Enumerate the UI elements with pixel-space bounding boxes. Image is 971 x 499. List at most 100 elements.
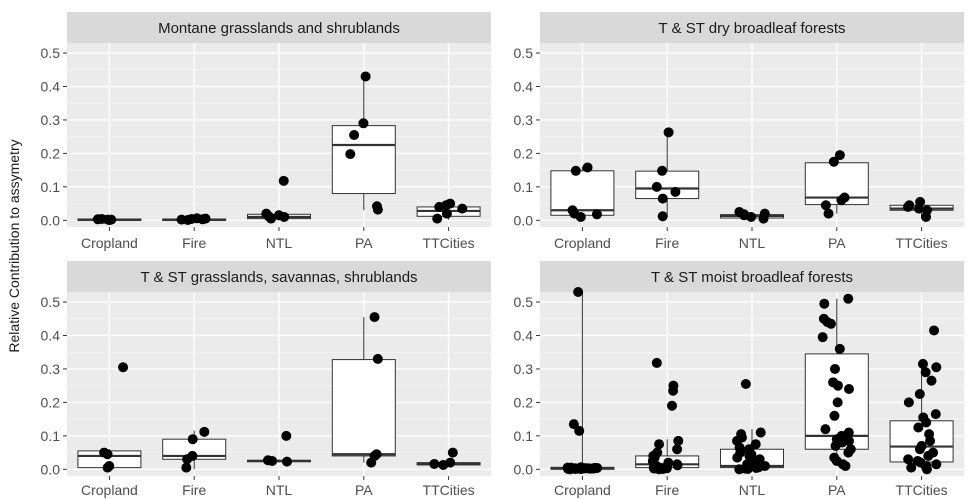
data-point: [819, 298, 830, 309]
y-tick-label: 0.3: [41, 112, 61, 128]
x-tick-label: Cropland: [554, 235, 611, 251]
x-tick-label: Fire: [182, 235, 206, 251]
data-point: [931, 459, 942, 470]
data-point: [755, 427, 766, 438]
data-point: [591, 209, 602, 220]
y-tick-label: 0.4: [514, 327, 534, 343]
boxplot-cropland: [77, 362, 142, 473]
data-point: [663, 127, 674, 138]
boxplot-fire: [162, 426, 227, 473]
panel-1: Montane grasslands and shrublands 0.0 0.1 0…: [41, 12, 491, 251]
data-point: [829, 410, 840, 421]
boxplot-cropland: [550, 287, 615, 475]
x-tick-label: NTL: [739, 235, 766, 251]
data-point: [920, 367, 931, 378]
data-point: [267, 455, 278, 466]
x-tick-label: TTCities: [423, 235, 475, 251]
x-tick-label: Cropland: [81, 235, 138, 251]
data-point: [740, 379, 751, 389]
data-point: [917, 358, 928, 369]
data-point: [913, 203, 924, 214]
data-point: [279, 211, 290, 222]
data-point: [931, 362, 942, 373]
data-point: [672, 444, 683, 455]
facet-strip: [540, 12, 964, 43]
data-point: [832, 397, 843, 408]
data-point: [742, 463, 753, 474]
y-tick-label: 0.1: [41, 179, 61, 195]
data-point: [830, 440, 841, 451]
x-tick-label: NTL: [739, 482, 766, 498]
data-point: [923, 450, 934, 461]
y-tick-label: 0.3: [514, 112, 534, 128]
data-point: [345, 149, 356, 160]
data-point: [825, 318, 836, 329]
data-point: [829, 363, 840, 374]
data-point: [568, 419, 579, 430]
data-point: [574, 425, 585, 436]
data-point: [834, 150, 845, 161]
data-point: [366, 457, 377, 468]
boxplot-ttcities: [416, 447, 481, 470]
y-tick-label: 0.5: [41, 294, 61, 310]
data-point: [197, 214, 208, 225]
data-point: [926, 375, 937, 386]
data-point: [906, 462, 917, 473]
boxplot-fire: [635, 357, 700, 475]
data-point: [358, 118, 369, 129]
data-point: [104, 214, 115, 225]
y-tick-label: 0.2: [41, 394, 61, 410]
data-point: [281, 430, 292, 441]
x-tick-label: TTCities: [423, 482, 475, 498]
x-tick-label: PA: [355, 235, 373, 251]
y-tick-label: 0.0: [41, 212, 61, 228]
data-point: [118, 362, 129, 373]
boxplot-ntl: [720, 379, 784, 475]
data-point: [921, 211, 932, 222]
data-point: [589, 462, 600, 473]
data-point: [914, 389, 925, 400]
data-point: [349, 130, 360, 140]
data-point: [914, 444, 925, 455]
y-tick-label: 0.0: [41, 461, 61, 477]
data-point: [441, 208, 452, 219]
data-point: [657, 193, 668, 204]
x-tick-label: PA: [828, 235, 846, 251]
data-point: [668, 385, 679, 396]
data-point: [651, 357, 662, 368]
y-tick-label: 0.5: [41, 45, 61, 61]
data-point: [372, 204, 383, 215]
iqr-box: [331, 359, 396, 457]
boxplot-pa: [331, 312, 396, 468]
data-point: [732, 452, 743, 463]
data-point: [913, 422, 924, 433]
data-point: [657, 211, 668, 222]
data-point: [930, 409, 941, 420]
x-tick-label: Cropland: [81, 482, 138, 498]
boxplot-fire: [635, 127, 700, 222]
data-point: [670, 186, 681, 197]
y-axis-label: Relative Contribution to assymetry: [6, 139, 22, 352]
panel-3: T & ST grasslands, savannas, shrublands 0…: [41, 261, 491, 498]
panel-2: T & ST dry broadleaf forests 0.0 0.1 0.2 0.3…: [514, 12, 964, 251]
data-point: [820, 424, 831, 435]
data-point: [739, 209, 750, 220]
x-tick-label: PA: [828, 482, 846, 498]
data-point: [573, 287, 584, 297]
data-point: [187, 434, 198, 445]
data-point: [199, 426, 210, 437]
boxplot-ntl: [247, 175, 311, 224]
boxplot-cropland: [550, 162, 615, 222]
facet-title: T & ST moist broadleaf forests: [651, 269, 853, 286]
data-point: [929, 325, 940, 336]
boxplot-cropland: [77, 213, 142, 225]
data-point: [372, 353, 383, 364]
data-point: [734, 464, 745, 475]
data-point: [102, 462, 113, 473]
boxplot-pa: [804, 293, 869, 471]
data-point: [582, 162, 593, 173]
boxplot-ntl: [247, 430, 311, 467]
y-tick-label: 0.2: [41, 145, 61, 161]
data-point: [903, 397, 914, 408]
